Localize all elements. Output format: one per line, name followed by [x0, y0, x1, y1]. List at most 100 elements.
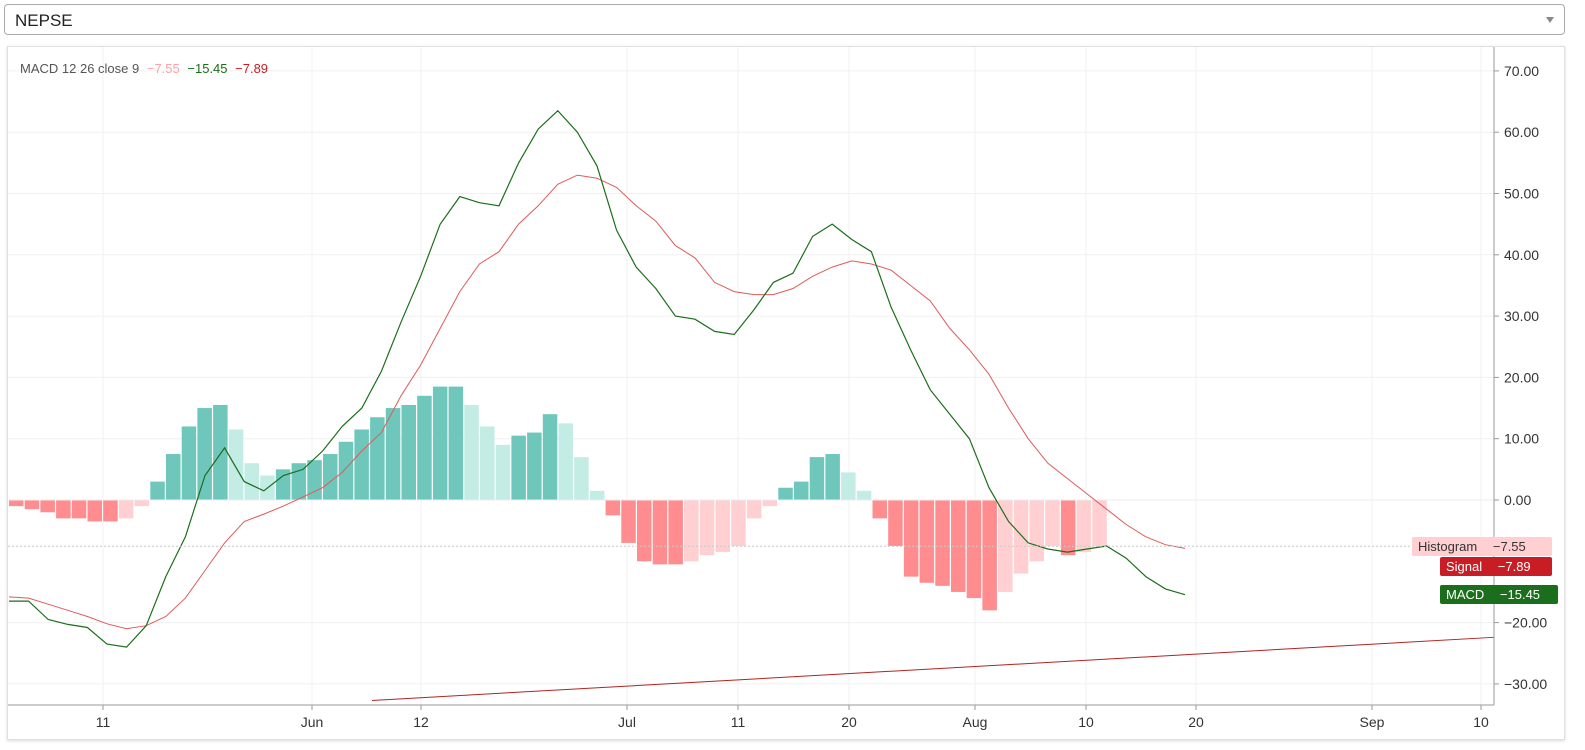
y-tick-label: 20.00	[1504, 369, 1539, 385]
x-tick-label: 12	[413, 714, 429, 730]
histogram-bar	[762, 500, 778, 507]
histogram-bar	[746, 500, 762, 519]
histogram-bar	[903, 500, 919, 577]
histogram-bar	[134, 500, 150, 507]
x-tick-label: Jun	[301, 714, 324, 730]
histogram-bar	[275, 469, 291, 500]
histogram-bar	[370, 417, 385, 500]
histogram-bar	[684, 500, 699, 562]
histogram-bar	[856, 490, 872, 500]
symbol-selector[interactable]: NEPSE	[4, 4, 1565, 35]
histogram-bar	[40, 500, 55, 513]
signal-value-tag: Signal −7.89	[1440, 557, 1552, 576]
y-tick-label: 0.00	[1504, 492, 1531, 508]
y-tick-label: 70.00	[1504, 63, 1539, 79]
y-tick-label: 50.00	[1504, 186, 1539, 202]
time-axis: 11 Jun 12 Jul 11 20 Aug 10 20 Sep 10	[96, 705, 1489, 730]
histogram-tag-value: −7.55	[1492, 539, 1526, 554]
symbol-selector-value: NEPSE	[15, 11, 73, 30]
histogram-bar	[1092, 500, 1107, 547]
chevron-down-icon[interactable]	[1546, 17, 1554, 23]
legend-signal-value: −7.89	[235, 61, 269, 76]
histogram-bar	[323, 454, 338, 500]
y-tick-label: −30.00	[1504, 676, 1547, 692]
histogram-bar	[480, 426, 495, 500]
histogram-bar	[542, 414, 558, 500]
histogram-bar	[71, 500, 87, 519]
histogram-bar	[1060, 500, 1076, 556]
histogram-bar	[354, 429, 369, 500]
histogram-bar	[401, 404, 416, 500]
histogram-bar	[56, 500, 71, 519]
y-tick-label: 10.00	[1504, 431, 1539, 447]
signal-tag-name: Signal	[1446, 559, 1483, 574]
macd-tag-value: −15.45	[1499, 587, 1541, 602]
macd-tag-name: MACD	[1446, 587, 1485, 602]
legend-macd-value: −15.45	[187, 61, 228, 76]
histogram-bar	[794, 481, 809, 500]
histogram-bar	[181, 426, 197, 500]
histogram-bar	[448, 386, 464, 500]
histogram-bar	[166, 454, 181, 500]
x-tick-label: 10	[1078, 714, 1094, 730]
histogram-bar	[888, 500, 903, 546]
histogram-bar	[982, 500, 997, 611]
legend-title: MACD 12 26 close 9	[20, 61, 140, 76]
histogram-bar	[197, 408, 212, 500]
histogram-bar	[527, 432, 542, 500]
histogram-bar	[621, 500, 636, 543]
histogram-bar	[1076, 500, 1092, 553]
macd-value-tag: MACD −15.45	[1440, 585, 1558, 604]
price-axis: 70.00 60.00 50.00 40.00 30.00 20.00 10.00 0.00 −…	[1494, 63, 1547, 692]
histogram-bar	[919, 500, 935, 583]
histogram-bar	[731, 500, 746, 546]
histogram-bar	[228, 429, 244, 500]
indicator-legend[interactable]: MACD 12 26 close 9 −7.55 −15.45 −7.89	[20, 61, 272, 76]
chart-grid	[8, 47, 1494, 705]
histogram-bar	[841, 472, 856, 500]
histogram-bar	[1013, 500, 1029, 574]
macd-line	[9, 109, 1186, 648]
histogram-bar	[213, 404, 228, 500]
histogram-bar	[668, 500, 683, 565]
histogram-bar	[966, 500, 982, 599]
histogram-bar	[150, 481, 165, 500]
histogram-bar	[338, 441, 354, 500]
y-tick-label: 40.00	[1504, 247, 1539, 263]
histogram-tag-name: Histogram	[1418, 539, 1478, 554]
histogram-bar	[825, 454, 840, 500]
histogram-bar	[385, 408, 401, 500]
y-tick-label: 30.00	[1504, 308, 1539, 324]
histogram-bar	[935, 500, 950, 586]
x-tick-label: Sep	[1360, 714, 1385, 730]
histogram-bar	[589, 490, 605, 500]
histogram-bar	[244, 463, 259, 500]
histogram-bar	[1045, 500, 1060, 546]
histogram-bar	[951, 500, 966, 592]
x-tick-label: 20	[1188, 714, 1204, 730]
histogram-bar	[605, 500, 621, 516]
histogram-bar	[558, 423, 573, 500]
signal-tag-value: −7.89	[1497, 559, 1531, 574]
histogram-bar	[495, 444, 511, 500]
legend-histogram-value: −7.55	[146, 61, 180, 76]
histogram-bar	[417, 395, 432, 500]
histogram-bar	[511, 435, 526, 500]
x-tick-label: 20	[841, 714, 857, 730]
signal-line	[8, 174, 1186, 630]
x-tick-label: 10	[1473, 714, 1489, 730]
trendline	[371, 636, 1495, 701]
histogram-value-tag: Histogram −7.55	[1412, 537, 1552, 556]
histogram-bars	[9, 386, 1107, 611]
y-tick-label: 60.00	[1504, 124, 1539, 140]
histogram-bar	[464, 404, 479, 500]
histogram-bar	[778, 487, 793, 500]
histogram-bar	[432, 386, 448, 500]
histogram-bar	[24, 500, 40, 510]
histogram-bar	[574, 457, 589, 500]
histogram-bar	[699, 500, 715, 556]
histogram-bar	[1029, 500, 1044, 562]
histogram-bar	[87, 500, 102, 522]
chart-panel[interactable]	[7, 46, 1565, 740]
